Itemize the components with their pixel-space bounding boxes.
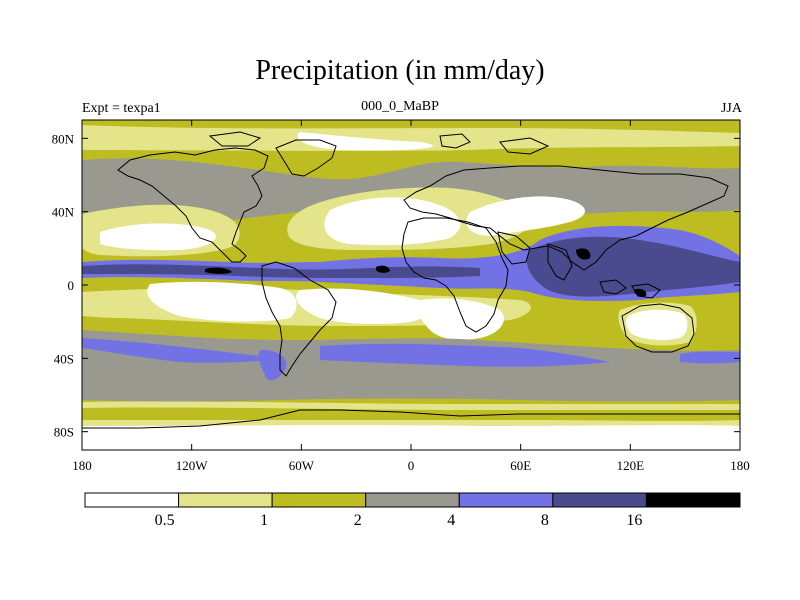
- coastline-arabia: [497, 231, 531, 265]
- coastline-antarctica: [82, 409, 740, 429]
- field-aus-dry: [625, 309, 688, 341]
- colorbar-label: 2: [354, 512, 362, 529]
- colorbar-label: 16: [626, 512, 642, 529]
- coastline-indonesia-1: [599, 279, 627, 295]
- coastline-svalbard: [439, 133, 471, 149]
- coastline-india: [547, 243, 573, 281]
- field-sh-blue-2: [320, 343, 610, 367]
- x-tick-label: 180: [730, 458, 750, 473]
- coastline-greenland: [275, 139, 337, 177]
- field-brazil-dry: [296, 288, 431, 325]
- y-tick-label: 40S: [54, 351, 74, 366]
- field-sepac-dry: [147, 281, 297, 322]
- field-peak-1: [205, 267, 232, 274]
- colorbar-swatch: [178, 492, 273, 508]
- coastline-novaya-zemlya: [499, 137, 550, 155]
- field-sh-blue-4: [680, 351, 740, 364]
- colorbar-label: 4: [447, 512, 455, 529]
- field-antarctic-dry: [82, 425, 740, 450]
- field-atlantic-dry: [324, 197, 461, 246]
- coastline-indonesia-2: [631, 283, 661, 299]
- coastline-arctic-canada: [208, 131, 262, 147]
- x-tick-label: 60W: [289, 458, 315, 473]
- x-tick-label: 60E: [510, 458, 531, 473]
- field-sh-blue-1: [82, 338, 280, 363]
- y-tick-label: 40N: [52, 205, 75, 220]
- colorbar-swatch: [458, 492, 554, 508]
- x-tick-label: 0: [408, 458, 415, 473]
- coastline-australia: [621, 303, 695, 353]
- y-tick-label: 80N: [52, 131, 75, 146]
- coastline-south-america: [261, 261, 337, 377]
- x-tick-label: 180: [72, 458, 92, 473]
- axis-ticks: 80N 40N 0 40S 80S 180 120W 60W 0 60E 120E 180: [52, 120, 750, 473]
- colorbar-swatch: [365, 492, 460, 508]
- field-arctic-light: [82, 125, 740, 151]
- field-peak-3: [576, 248, 591, 260]
- x-tick-label: 120E: [617, 458, 645, 473]
- field-npac-dry: [100, 223, 216, 251]
- field-peak-2: [376, 265, 390, 273]
- field-sh-edge: [82, 298, 111, 309]
- coastline-north-america: [117, 147, 269, 263]
- coastline-eurasia: [403, 165, 729, 271]
- x-tick-label: 120W: [176, 458, 209, 473]
- experiment-label: Expt = texpa1: [82, 101, 161, 116]
- colorbar-swatch: [84, 492, 180, 508]
- colorbar-swatch: [552, 492, 647, 508]
- period-label: 000_0_MaBP: [361, 99, 439, 114]
- colorbar-label: 0.5: [155, 512, 175, 529]
- field-sh-midlat-grey: [82, 330, 740, 402]
- field-arctic-dry: [297, 132, 433, 151]
- field-antarctic-band: [82, 407, 740, 421]
- colorbar-label: 1: [260, 512, 268, 529]
- coastline-africa: [401, 217, 509, 333]
- field-sahara-dry: [466, 196, 585, 236]
- colorbar-label: 8: [541, 512, 549, 529]
- season-label: JJA: [720, 101, 742, 116]
- chart-title: Precipitation (in mm/day): [255, 55, 545, 86]
- coastlines: [82, 131, 740, 429]
- colorbar: 0.5 1 2 4 8 16: [84, 492, 741, 529]
- y-tick-label: 0: [68, 278, 75, 293]
- precipitation-field: [82, 120, 740, 450]
- colorbar-swatch: [645, 492, 741, 508]
- colorbar-swatch: [271, 492, 367, 508]
- y-tick-label: 80S: [54, 425, 74, 440]
- field-africa-s-dry: [417, 298, 504, 340]
